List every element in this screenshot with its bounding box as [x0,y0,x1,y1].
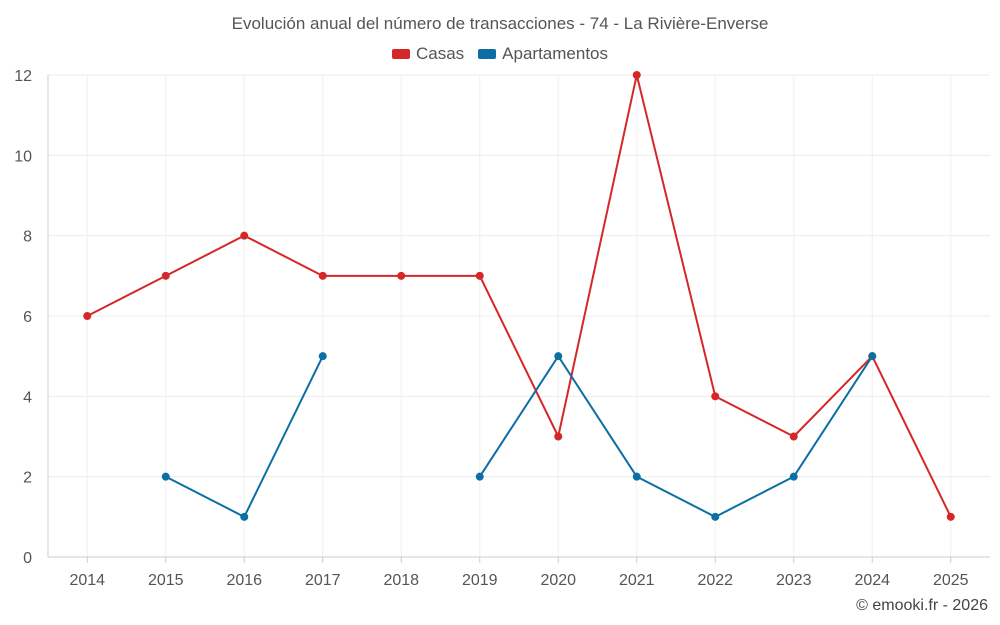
legend-swatch-casas [391,49,410,59]
y-tick-label: 4 [23,389,32,406]
data-point-casas [789,432,798,441]
data-point-casas [946,512,955,521]
data-point-apartamentos [789,472,798,481]
legend-item-apartamentos[interactable]: Apartamentos [478,44,608,64]
x-tick-label: 2018 [383,572,419,589]
data-point-casas [475,271,484,280]
x-tick-label: 2017 [305,572,341,589]
data-point-apartamentos [868,352,877,361]
legend-label-casas: Casas [415,44,465,63]
x-tick-label: 2022 [697,572,733,589]
series-casas [83,71,955,521]
data-point-casas [397,271,406,280]
data-point-apartamentos [632,472,641,481]
series-line-apartamentos [478,355,874,518]
chart-title: Evolución anual del número de transaccio… [231,14,769,33]
x-tick-label: 2015 [148,572,184,589]
data-point-casas [240,231,249,240]
y-tick-label: 0 [23,550,32,567]
y-tick-label: 6 [23,309,32,326]
y-tick-label: 12 [14,68,32,85]
legend-label-apartamentos: Apartamentos [502,44,609,63]
data-point-casas [711,392,720,401]
legend-item-casas[interactable]: Casas [391,44,465,64]
data-point-casas [318,271,327,280]
x-axis-ticks: 2014 2015 2016 2017 2018 2019 2020 2021 2022 2023… [69,557,969,589]
y-tick-label: 10 [14,148,32,165]
series-apartamentos [161,352,877,521]
data-point-casas [83,312,92,320]
x-tick-label: 2023 [776,572,812,589]
y-axis-ticks: 0 2 4 6 8 10 12 [14,68,32,567]
grid-lines [48,74,990,557]
data-point-casas [554,432,563,441]
series-line-casas [86,74,952,518]
x-tick-label: 2014 [69,572,105,589]
chart-legend: Casas Apartamentos [0,44,1000,64]
series-group [83,71,955,521]
y-tick-label: 8 [23,229,32,246]
x-tick-label: 2019 [462,572,498,589]
credit-text: © emooki.fr - 2026 [856,597,988,614]
data-point-apartamentos [161,472,170,481]
y-tick-label: 2 [23,470,32,487]
x-tick-label: 2024 [854,572,890,589]
data-point-apartamentos [475,472,484,481]
data-point-casas [632,71,641,79]
data-point-casas [161,271,170,280]
axes [47,75,990,558]
x-tick-label: 2016 [226,572,262,589]
x-tick-label: 2020 [540,572,576,589]
x-tick-label: 2025 [933,572,969,589]
data-point-apartamentos [240,512,249,521]
x-tick-label: 2021 [619,572,655,589]
legend-swatch-apartamentos [478,49,497,59]
data-point-apartamentos [318,352,327,361]
data-point-apartamentos [711,512,720,521]
data-point-apartamentos [554,352,563,361]
